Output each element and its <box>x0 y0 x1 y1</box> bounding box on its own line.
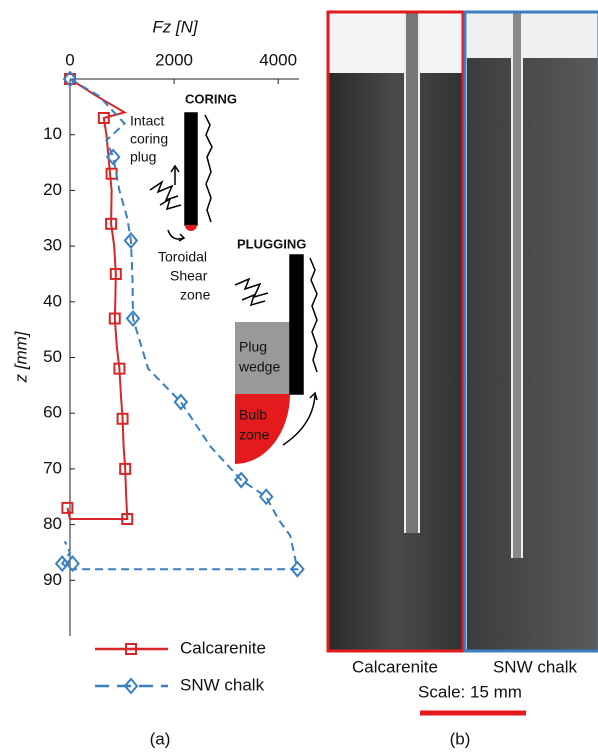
annotation: Intact <box>130 113 164 129</box>
legend-label: SNW chalk <box>180 675 265 694</box>
ct-images <box>328 12 598 713</box>
annotation: zone <box>239 427 270 443</box>
image-label: SNW chalk <box>493 657 578 676</box>
panel-label: (b) <box>450 729 471 748</box>
y-tick-label: 80 <box>43 514 62 533</box>
series-line <box>67 79 127 519</box>
scale-label: Scale: 15 mm <box>418 682 522 701</box>
figure: Calcarenite SNW chalk Scale: 15 mm (a) (… <box>0 0 598 754</box>
annotation: plug <box>130 149 156 165</box>
annotation: Toroidal <box>158 249 207 265</box>
annotation: PLUGGING <box>237 236 306 251</box>
y-tick-label: 90 <box>43 570 62 589</box>
y-tick-label: 50 <box>43 347 62 366</box>
x-axis-label: Fz [N] <box>152 17 199 36</box>
x-tick-label: 4000 <box>259 50 297 69</box>
image-top <box>329 13 463 73</box>
x-tick-label: 0 <box>65 50 74 69</box>
marker <box>260 490 272 504</box>
tube <box>512 13 522 558</box>
image-chalk <box>467 13 598 650</box>
annotation: Plug <box>239 339 267 355</box>
annotation: coring <box>130 131 168 147</box>
y-axis-label: z [mm] <box>11 330 30 383</box>
image-calcarenite <box>329 13 463 650</box>
annotation: Bulb <box>239 407 267 423</box>
y-tick-label: 70 <box>43 458 62 477</box>
marker <box>107 169 117 179</box>
annotation: Shear <box>170 268 208 284</box>
tube <box>405 13 419 533</box>
y-tick-label: 20 <box>43 180 62 199</box>
y-tick-label: 30 <box>43 236 62 255</box>
y-tick-label: 40 <box>43 291 62 310</box>
y-tick-label: 60 <box>43 403 62 422</box>
panel-label: (a) <box>150 729 171 748</box>
image-top <box>467 13 598 58</box>
y-tick-label: 10 <box>43 124 62 143</box>
legend-label: Calcarenite <box>180 638 266 657</box>
image-label: Calcarenite <box>352 657 438 676</box>
annotation: CORING <box>185 91 237 106</box>
annotation: zone <box>180 287 211 303</box>
x-tick-label: 2000 <box>155 50 193 69</box>
annotation: wedge <box>238 359 280 375</box>
